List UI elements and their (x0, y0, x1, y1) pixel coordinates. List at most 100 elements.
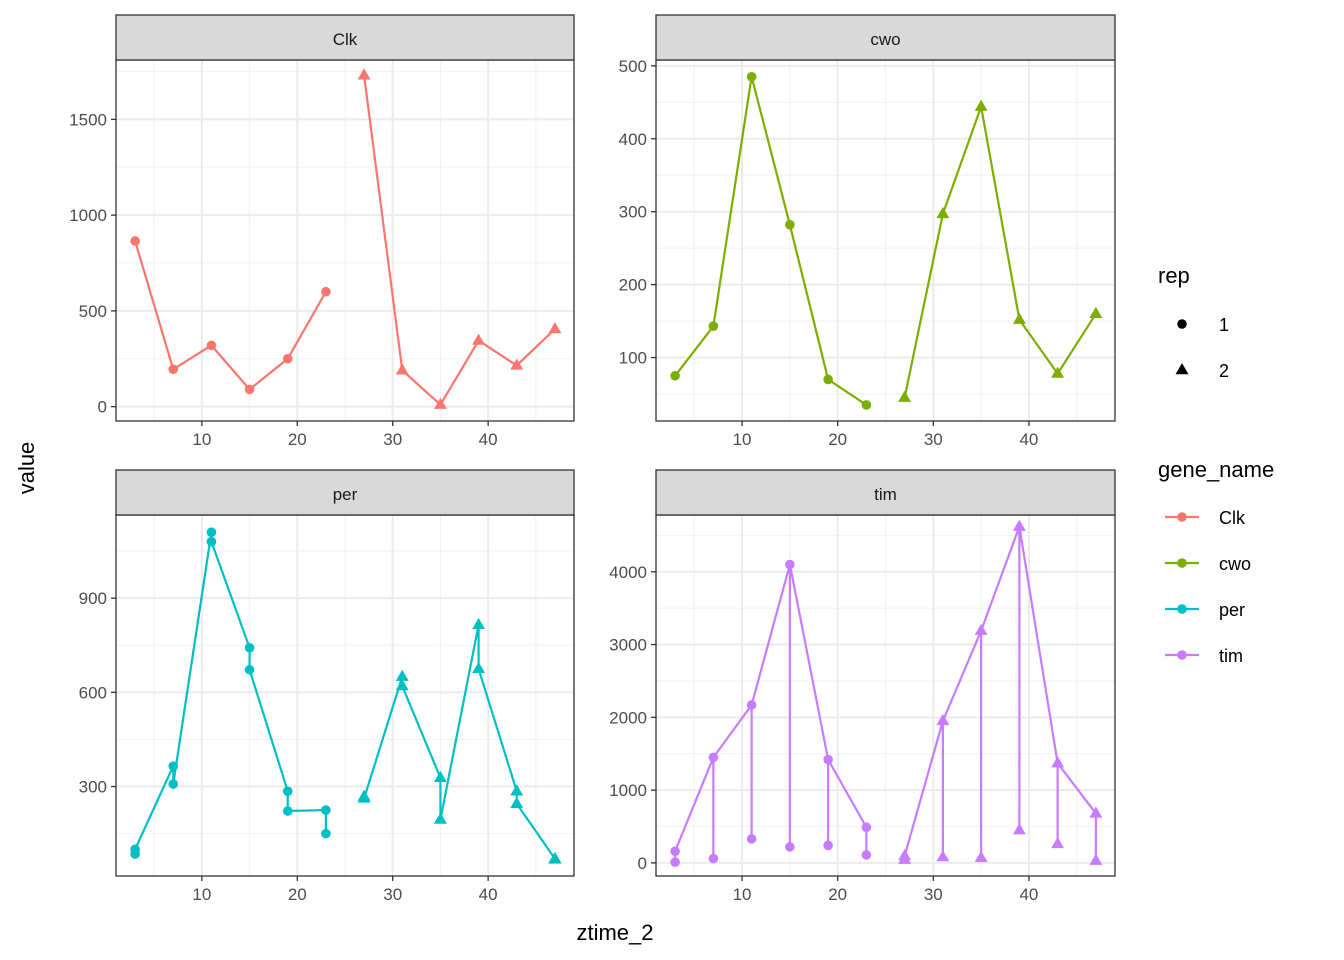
data-point (974, 623, 988, 635)
facet-strip (115, 14, 575, 61)
data-point (823, 840, 833, 851)
x-tick-label: 40 (479, 430, 498, 449)
data-point (321, 805, 331, 815)
data-point (472, 333, 486, 345)
data-point (974, 850, 988, 863)
data-point (395, 669, 409, 681)
data-point (1089, 306, 1103, 318)
data-point (1012, 312, 1026, 324)
data-point (1012, 823, 1026, 835)
legend-gene-label: Clk (1219, 508, 1246, 528)
data-point (395, 363, 409, 375)
y-tick-label: 1500 (69, 110, 107, 129)
y-tick-label: 100 (619, 349, 647, 368)
data-point (823, 374, 833, 385)
data-point (746, 71, 757, 82)
x-tick-label: 30 (383, 430, 402, 449)
y-tick-label: 400 (619, 130, 647, 149)
legend-gene-label: per (1219, 600, 1245, 620)
data-point (357, 68, 371, 80)
x-tick-label: 30 (383, 885, 402, 904)
data-point (433, 812, 447, 824)
data-point (898, 852, 912, 864)
series-line-Clk (362, 75, 556, 406)
data-point (548, 852, 562, 864)
data-point (282, 786, 293, 797)
data-point (974, 99, 988, 111)
data-point (321, 286, 331, 297)
data-point (130, 236, 140, 246)
data-point (785, 220, 795, 230)
x-axis-title: ztime_2 (576, 920, 653, 945)
facet-strip (115, 469, 575, 516)
y-tick-label: 900 (79, 589, 107, 608)
y-tick-label: 0 (638, 854, 647, 873)
y-tick-label: 4000 (609, 563, 647, 582)
data-point (357, 791, 371, 803)
data-point (823, 754, 833, 765)
legend-gene-label: cwo (1219, 554, 1251, 574)
data-point (244, 384, 255, 395)
data-point (708, 752, 719, 763)
data-point (510, 796, 524, 808)
data-point (206, 340, 217, 351)
data-point (708, 853, 719, 864)
data-point (1051, 836, 1065, 849)
y-tick-label: 2000 (609, 708, 647, 727)
panel-Clk: 10 20 30 40 0 500 1000 1500 Clk (69, 14, 575, 449)
data-point (785, 559, 795, 570)
data-point (708, 321, 719, 331)
data-point (670, 857, 680, 867)
data-point (433, 397, 447, 409)
data-point (936, 850, 950, 862)
x-tick-label: 10 (733, 885, 752, 904)
data-point (395, 679, 409, 691)
x-tick-label: 20 (828, 885, 847, 904)
legend-rep-label: 2 (1219, 361, 1229, 381)
y-tick-label: 1000 (609, 781, 647, 800)
series-line-cwo (903, 105, 1097, 398)
x-tick-label: 20 (288, 885, 307, 904)
series-line-per (362, 623, 557, 860)
data-point (670, 370, 680, 381)
series-line-cwo (674, 75, 867, 406)
data-point (1051, 366, 1065, 378)
x-tick-label: 10 (192, 430, 211, 449)
legend-rep-key (1175, 363, 1189, 375)
x-tick-label: 20 (288, 430, 307, 449)
data-point (898, 390, 912, 402)
facet-strip-label: per (333, 485, 358, 504)
facet-strip-label: cwo (870, 30, 900, 49)
data-point (244, 664, 255, 675)
data-point (433, 770, 447, 782)
y-tick-label: 1000 (69, 206, 107, 225)
y-tick-label: 200 (619, 276, 647, 295)
data-point (510, 358, 524, 370)
legend-gene-label: tim (1219, 646, 1243, 666)
facet-strip-label: Clk (333, 30, 358, 49)
y-tick-label: 600 (79, 683, 107, 702)
y-tick-label: 3000 (609, 636, 647, 655)
x-tick-label: 40 (1019, 430, 1038, 449)
data-point (168, 779, 179, 789)
series-line-tim (903, 525, 1097, 861)
legend-gene-key-point (1177, 604, 1187, 614)
y-tick-label: 500 (79, 302, 107, 321)
data-point (670, 846, 680, 857)
data-point (472, 661, 486, 674)
data-point (861, 822, 872, 833)
x-tick-label: 40 (1019, 885, 1038, 904)
x-tick-label: 30 (924, 430, 943, 449)
data-point (746, 834, 757, 844)
data-point (510, 784, 524, 796)
data-point (1089, 853, 1103, 865)
legend-gene-title: gene_name (1158, 457, 1274, 482)
x-tick-label: 30 (924, 885, 943, 904)
series-line-tim (674, 563, 868, 863)
data-point (861, 400, 872, 410)
legend-rep-label: 1 (1219, 315, 1229, 335)
data-point (321, 828, 331, 839)
data-point (282, 806, 293, 816)
y-tick-label: 500 (619, 57, 647, 76)
